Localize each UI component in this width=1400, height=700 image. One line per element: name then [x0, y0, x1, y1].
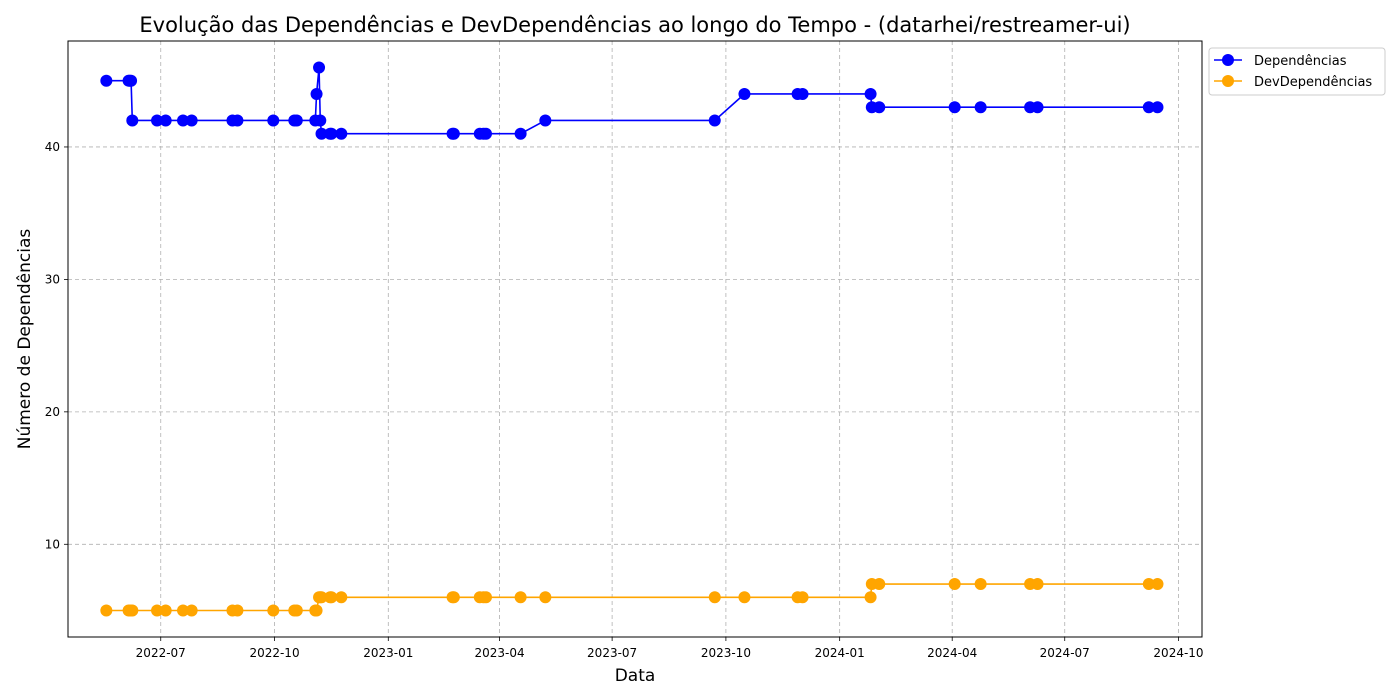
data-point-dependencias	[310, 87, 323, 100]
data-point-devdependencias	[177, 604, 190, 617]
data-point-dependencias	[313, 61, 326, 74]
data-point-dependencias	[126, 114, 139, 127]
data-point-dependencias	[796, 87, 809, 100]
data-point-dependencias	[447, 127, 460, 140]
legend-marker-dependencias	[1222, 54, 1234, 66]
data-point-devdependencias	[310, 604, 323, 617]
data-point-dependencias	[948, 101, 961, 114]
data-point-devdependencias	[514, 591, 527, 604]
x-tick-label: 2024-10	[1153, 646, 1203, 660]
data-point-dependencias	[738, 87, 751, 100]
y-axis: 10 20 30 40	[45, 140, 68, 551]
data-point-dependencias	[125, 74, 138, 87]
data-point-dependencias	[267, 114, 280, 127]
plot-frame	[67, 40, 1203, 638]
data-point-dependencias	[325, 127, 338, 140]
data-point-devdependencias	[479, 591, 492, 604]
data-point-dependencias	[315, 127, 328, 140]
data-point-devdependencias	[948, 578, 961, 591]
x-axis-title: Data	[615, 666, 656, 686]
data-point-devdependencias	[738, 591, 751, 604]
x-tick-label: 2023-01	[363, 646, 413, 660]
data-point-dependencias	[335, 127, 348, 140]
data-point-devdependencias	[185, 604, 198, 617]
data-point-devdependencias	[974, 578, 987, 591]
grid	[68, 41, 1202, 637]
data-point-dependencias	[290, 114, 303, 127]
data-point-dependencias	[231, 114, 244, 127]
data-point-devdependencias	[864, 591, 877, 604]
data-point-devdependencias	[315, 591, 328, 604]
y-tick-label: 10	[45, 537, 60, 551]
data-point-dependencias	[185, 114, 198, 127]
data-point-devdependencias	[100, 604, 113, 617]
x-tick-label: 2024-07	[1040, 646, 1090, 660]
data-point-devdependencias	[708, 591, 721, 604]
y-axis-title: Número de Dependências	[15, 229, 35, 450]
y-tick-label: 40	[45, 140, 60, 154]
legend-label-devdependencias: DevDependências	[1254, 75, 1372, 90]
data-point-dependencias	[873, 101, 886, 114]
data-point-devdependencias	[539, 591, 552, 604]
data-point-devdependencias	[290, 604, 303, 617]
data-point-dependencias	[1142, 101, 1155, 114]
legend-marker-devdependencias	[1222, 75, 1234, 87]
x-tick-label: 2022-07	[136, 646, 186, 660]
data-point-dependencias	[100, 74, 113, 87]
data-point-devdependencias	[325, 591, 338, 604]
x-axis: 2022-07 2022-10 2023-01 2023-04 2023-07 2023-…	[136, 637, 1204, 660]
legend: Dependências DevDependências	[1208, 47, 1386, 96]
y-tick-label: 30	[45, 272, 60, 286]
x-tick-label: 2023-04	[475, 646, 525, 660]
y-tick-label: 20	[45, 405, 60, 419]
legend-box	[1208, 47, 1386, 96]
data-point-dependencias	[539, 114, 552, 127]
data-point-dependencias	[514, 127, 527, 140]
x-tick-label: 2023-07	[587, 646, 637, 660]
legend-label-dependencias: Dependências	[1254, 54, 1347, 69]
data-point-dependencias	[864, 87, 877, 100]
data-point-dependencias	[1031, 101, 1044, 114]
plot-area	[68, 41, 1202, 637]
data-point-devdependencias	[1142, 578, 1155, 591]
data-point-dependencias	[479, 127, 492, 140]
series-layer	[100, 61, 1164, 617]
chart-title: Evolução das Dependências e DevDependênc…	[139, 13, 1130, 37]
data-point-dependencias	[159, 114, 172, 127]
data-point-devdependencias	[796, 591, 809, 604]
data-point-dependencias	[314, 114, 327, 127]
data-point-dependencias	[177, 114, 190, 127]
x-tick-label: 2023-10	[701, 646, 751, 660]
data-point-devdependencias	[159, 604, 172, 617]
data-point-devdependencias	[873, 578, 886, 591]
data-point-devdependencias	[231, 604, 244, 617]
x-tick-label: 2022-10	[249, 646, 299, 660]
data-point-dependencias	[708, 114, 721, 127]
data-point-devdependencias	[126, 604, 139, 617]
data-point-devdependencias	[1031, 578, 1044, 591]
data-point-dependencias	[151, 114, 164, 127]
data-point-devdependencias	[335, 591, 348, 604]
x-tick-label: 2024-01	[815, 646, 865, 660]
data-point-devdependencias	[267, 604, 280, 617]
x-tick-label: 2024-04	[927, 646, 977, 660]
data-point-devdependencias	[447, 591, 460, 604]
data-point-dependencias	[1151, 101, 1164, 114]
data-point-dependencias	[974, 101, 987, 114]
data-point-devdependencias	[151, 604, 164, 617]
data-point-devdependencias	[1151, 578, 1164, 591]
